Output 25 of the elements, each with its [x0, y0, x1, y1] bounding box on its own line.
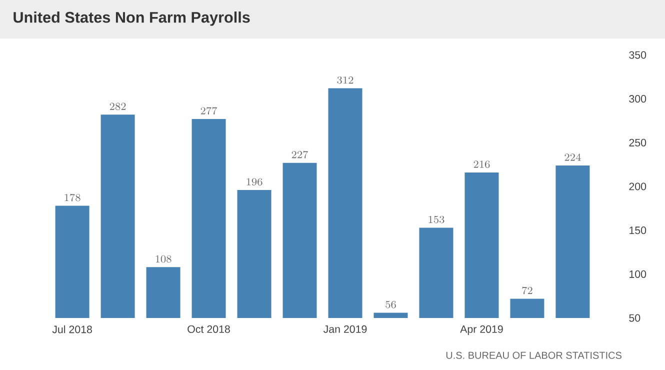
text: U.S. BUREAU OF LABOR STATISTICS — [446, 352, 622, 359]
data-label: 153 — [428, 216, 444, 224]
data-label: 196 — [246, 178, 262, 186]
data-label: 108 — [156, 255, 172, 263]
x-tick-label: Jan 2019 — [323, 325, 367, 333]
data-label: 312 — [337, 76, 354, 84]
data-label: 216 — [474, 160, 490, 168]
y-tick-label: 300 — [629, 95, 646, 103]
x-tick-label: Jul 2018 — [52, 325, 92, 334]
chart-title: United States Non Farm Payrolls — [14, 12, 250, 26]
data-label: 227 — [292, 150, 308, 158]
y-tick-label: 350 — [629, 51, 646, 59]
y-tick-label: 250 — [629, 138, 646, 146]
y-tick-label: 200 — [629, 182, 646, 190]
y-tick-label: 50 — [629, 314, 640, 322]
data-label: 56 — [386, 300, 396, 308]
x-tick-label: Apr 2019 — [460, 325, 503, 336]
x-tick-label: Oct 2018 — [188, 325, 230, 333]
data-label: 277 — [200, 107, 218, 115]
data-label: 72 — [522, 286, 532, 294]
data-label: 178 — [64, 194, 80, 202]
data-label: 224 — [564, 154, 581, 161]
y-tick-label: 100 — [630, 270, 646, 278]
data-label: 282 — [110, 102, 126, 110]
y-tick-label: 150 — [630, 226, 646, 234]
